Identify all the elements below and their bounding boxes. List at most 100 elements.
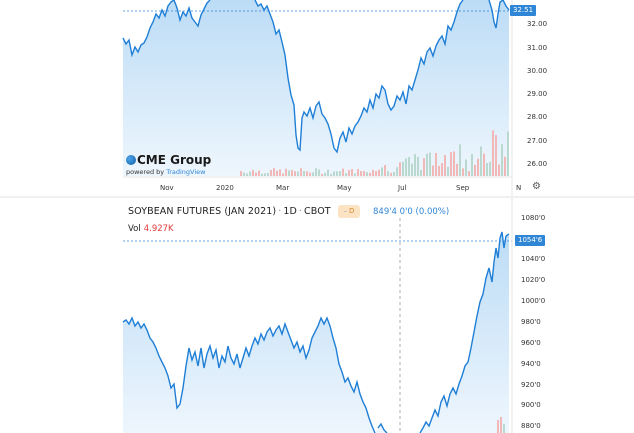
volume-bar bbox=[342, 168, 344, 176]
volume-bar bbox=[429, 152, 431, 176]
price-tick: 1000'0 bbox=[521, 297, 545, 305]
top-chart-panel[interactable]: 32.00 31.00 30.00 29.00 28.00 27.00 26.0… bbox=[0, 0, 634, 196]
volume-bar bbox=[297, 171, 299, 176]
volume-bar bbox=[500, 417, 502, 433]
time-tick: Mar bbox=[276, 184, 289, 192]
volume-bar bbox=[447, 166, 449, 176]
volume-bar bbox=[381, 167, 383, 176]
volume-bar bbox=[405, 158, 407, 176]
volume-bar bbox=[264, 173, 266, 176]
volume-bar bbox=[252, 170, 254, 176]
volume-bar bbox=[465, 159, 467, 176]
price-tick: 960'0 bbox=[521, 339, 541, 347]
volume-bar bbox=[411, 163, 413, 176]
time-tick: Jul bbox=[397, 184, 407, 192]
volume-bar bbox=[435, 152, 437, 176]
volume-bar bbox=[363, 171, 365, 176]
tradingview-link[interactable]: TradingView bbox=[166, 168, 206, 176]
volume-bar bbox=[480, 146, 482, 176]
cme-globe-icon bbox=[126, 155, 136, 165]
symbol-title: SOYBEAN FUTURES (JAN 2021) bbox=[128, 206, 277, 217]
volume-bar bbox=[330, 173, 332, 176]
top-volume-bars bbox=[240, 130, 509, 176]
volume-bar bbox=[300, 168, 302, 176]
volume-bar bbox=[384, 164, 386, 176]
volume-bar bbox=[324, 172, 326, 176]
top-price-axis: 32.00 31.00 30.00 29.00 28.00 27.00 26.0… bbox=[527, 20, 547, 168]
volume-bar bbox=[504, 156, 506, 176]
price-tick: 32.00 bbox=[527, 20, 547, 28]
volume-bar bbox=[348, 170, 350, 176]
volume-bar bbox=[249, 171, 251, 176]
volume-bar bbox=[507, 131, 509, 176]
top-chart-svg[interactable]: 32.00 31.00 30.00 29.00 28.00 27.00 26.0… bbox=[0, 0, 634, 196]
price-tick: 980'0 bbox=[521, 318, 541, 326]
price-tick: 940'0 bbox=[521, 360, 541, 368]
price-tick: 1020'0 bbox=[521, 276, 545, 284]
volume-bar bbox=[456, 163, 458, 176]
symbol-interval: 1D bbox=[283, 206, 297, 217]
volume-bar bbox=[369, 172, 371, 176]
volume-bar bbox=[243, 172, 245, 176]
volume-legend[interactable]: Vol 4.927K bbox=[128, 224, 174, 234]
volume-bar bbox=[366, 172, 368, 176]
time-tick: Nov bbox=[160, 184, 174, 192]
volume-bar bbox=[282, 173, 284, 176]
volume-bar bbox=[345, 173, 347, 176]
price-tick: 1080'0 bbox=[521, 214, 545, 222]
volume-bar bbox=[471, 154, 473, 176]
volume-bar bbox=[279, 169, 281, 176]
volume-bar bbox=[414, 154, 416, 176]
bottom-price-area bbox=[123, 232, 509, 433]
volume-bar bbox=[453, 151, 455, 176]
bottom-chart-svg[interactable]: 1080'0 1040'0 1020'0 1000'0 980'0 960'0 … bbox=[0, 198, 634, 433]
volume-bar bbox=[444, 154, 446, 176]
volume-bar bbox=[261, 173, 263, 176]
volume-bar bbox=[462, 168, 464, 176]
bottom-chart-panel[interactable]: 1080'0 1040'0 1020'0 1000'0 980'0 960'0 … bbox=[0, 198, 634, 433]
price-tick: 30.00 bbox=[527, 67, 547, 75]
volume-bar bbox=[294, 171, 296, 176]
volume-bar bbox=[450, 152, 452, 176]
volume-bar bbox=[357, 169, 359, 176]
volume-bar bbox=[339, 171, 341, 176]
volume-bar bbox=[312, 172, 314, 176]
volume-bar bbox=[396, 167, 398, 176]
volume-bar bbox=[423, 158, 425, 176]
pane-divider[interactable] bbox=[0, 196, 634, 198]
volume-bar bbox=[497, 420, 499, 433]
volume-bar bbox=[432, 165, 434, 176]
price-tick: 26.00 bbox=[527, 160, 547, 168]
volume-bar bbox=[498, 164, 500, 176]
price-tick: 900'0 bbox=[521, 401, 541, 409]
volume-bar bbox=[468, 171, 470, 176]
volume-bar bbox=[246, 173, 248, 176]
cme-tradingview-logo[interactable]: CME Group powered by TradingView bbox=[126, 153, 211, 176]
volume-bar bbox=[438, 165, 440, 176]
top-time-axis: Nov 2020 Mar May Jul Sep N bbox=[160, 184, 521, 192]
price-tick: 31.00 bbox=[527, 44, 547, 52]
interval-badge[interactable]: – D bbox=[338, 205, 360, 218]
volume-bar bbox=[309, 172, 311, 176]
gear-icon[interactable]: ⚙ bbox=[532, 181, 541, 192]
volume-bar bbox=[420, 169, 422, 176]
symbol-exchange: CBOT bbox=[304, 206, 331, 217]
volume-bar bbox=[417, 156, 419, 176]
vol-label: Vol bbox=[128, 224, 141, 234]
volume-bar bbox=[291, 170, 293, 176]
volume-bar bbox=[333, 171, 335, 176]
volume-bar bbox=[276, 170, 278, 176]
volume-bar bbox=[315, 168, 317, 176]
volume-bar bbox=[285, 168, 287, 176]
volume-bar bbox=[318, 169, 320, 176]
price-tick: 29.00 bbox=[527, 90, 547, 98]
volume-bar bbox=[240, 171, 242, 176]
brand-name: CME Group bbox=[137, 153, 212, 167]
symbol-legend[interactable]: SOYBEAN FUTURES (JAN 2021) · 1D · CBOT bbox=[128, 206, 331, 217]
volume-bar bbox=[387, 171, 389, 176]
volume-bar bbox=[483, 153, 485, 176]
bottom-price-line bbox=[122, 231, 510, 433]
price-tick: 27.00 bbox=[527, 137, 547, 145]
top-price-area bbox=[123, 0, 509, 176]
volume-bar bbox=[474, 164, 476, 176]
